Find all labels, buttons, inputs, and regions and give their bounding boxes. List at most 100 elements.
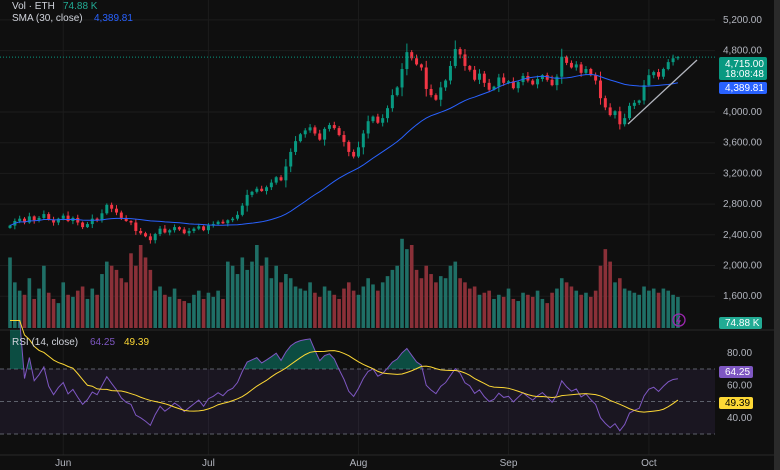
candle-body	[516, 82, 520, 89]
volume-bar	[569, 286, 574, 328]
volume-bar	[274, 265, 278, 328]
candle-body	[511, 81, 515, 89]
candle	[381, 114, 385, 127]
volume-badge: 74.88 K	[719, 317, 762, 329]
candle-body	[182, 229, 186, 234]
candle-body	[95, 218, 99, 221]
candle-body	[676, 57, 680, 59]
candle-body	[424, 67, 428, 89]
trend-line[interactable]	[627, 59, 698, 125]
volume-bar	[269, 278, 274, 328]
sma-line	[9, 73, 679, 227]
candle-body	[279, 177, 283, 181]
volume-bar	[211, 296, 216, 328]
candle-body	[313, 127, 317, 134]
volume-bar	[516, 301, 520, 328]
rsi-ma-badge-value: 49.39	[725, 398, 750, 409]
candle	[419, 63, 423, 71]
candle-body	[381, 118, 385, 123]
candle	[245, 189, 249, 212]
volume-bar	[385, 276, 390, 328]
candle-body	[85, 224, 89, 228]
rsi-legend-label: RSI (14, close)	[12, 337, 78, 348]
candle-body	[386, 108, 390, 119]
candle	[250, 190, 254, 198]
candle	[255, 186, 259, 194]
volume-bar	[637, 294, 641, 328]
candle	[100, 209, 104, 223]
volume-bar	[158, 286, 162, 328]
candle-body	[47, 214, 51, 220]
volume-bar	[574, 290, 579, 328]
volume-bar	[400, 238, 404, 328]
candle	[477, 69, 481, 85]
time-axis[interactable]: Jun Jul Aug Sep Oct	[55, 458, 657, 469]
candle	[216, 220, 220, 226]
candle	[487, 78, 491, 93]
volume-bar	[119, 278, 124, 328]
candle-body	[221, 221, 225, 224]
volume-bar	[17, 290, 22, 328]
candle-body	[632, 102, 636, 106]
candle	[323, 127, 327, 146]
sma-badge: 4,389.81	[719, 82, 767, 94]
volume-bar	[366, 278, 370, 328]
candle-body	[545, 75, 549, 80]
volume-bar	[221, 298, 225, 328]
volume-bar	[438, 276, 443, 328]
candle-body	[400, 69, 404, 88]
candle	[371, 115, 375, 124]
candle	[308, 124, 312, 133]
volume-bar	[80, 286, 85, 328]
candle-body	[492, 86, 496, 90]
candle	[148, 233, 152, 244]
rsi-axis[interactable]: 80.00 60.00 40.00	[727, 348, 752, 424]
volume-bar	[429, 274, 433, 328]
candle	[429, 84, 433, 98]
candle-body	[260, 188, 264, 192]
rsi-badge: 64.25	[719, 366, 753, 378]
candle-body	[226, 220, 230, 224]
candle-body	[197, 226, 201, 229]
candle	[110, 202, 114, 213]
candle-body	[8, 225, 12, 228]
candle-body	[463, 54, 467, 66]
volume-bar	[351, 290, 356, 328]
candle-body	[618, 111, 622, 125]
candle	[531, 78, 535, 86]
candle	[400, 63, 404, 97]
lightning-icon[interactable]	[672, 313, 686, 327]
volume-bar	[506, 288, 511, 328]
volume-bar	[32, 298, 36, 328]
candle	[37, 216, 41, 223]
rsi-tick-label: 40.00	[727, 413, 752, 424]
candle-body	[487, 82, 491, 90]
candles	[8, 40, 680, 244]
candle-body	[361, 133, 365, 148]
price-tick-label: 3,600.00	[723, 138, 762, 149]
candle-body	[269, 182, 273, 188]
volume-bars	[8, 238, 680, 328]
volume-bar	[216, 290, 220, 328]
volume-legend-value: 74.88 K	[63, 1, 98, 12]
volume-bar	[138, 245, 143, 328]
price-tick-label: 4,800.00	[723, 46, 762, 57]
volume-bar	[482, 292, 487, 328]
volume-bar	[148, 269, 153, 328]
volume-bar	[458, 278, 462, 328]
candle	[32, 215, 36, 224]
rsi-legend-value: 64.25	[90, 337, 115, 348]
candle-body	[56, 218, 60, 223]
volume-bar	[468, 288, 472, 328]
candle-body	[61, 215, 65, 219]
volume-bar	[182, 301, 187, 328]
volume-bar	[535, 290, 540, 328]
price-axis[interactable]: 5,200.00 4,800.00 4,000.00 3,600.00 3,200.00…	[723, 15, 762, 302]
candle-body	[148, 236, 152, 241]
volume-bar	[114, 269, 119, 328]
candle-body	[235, 214, 239, 219]
candle	[405, 43, 409, 76]
candle	[482, 71, 486, 87]
candle-body	[661, 69, 665, 77]
